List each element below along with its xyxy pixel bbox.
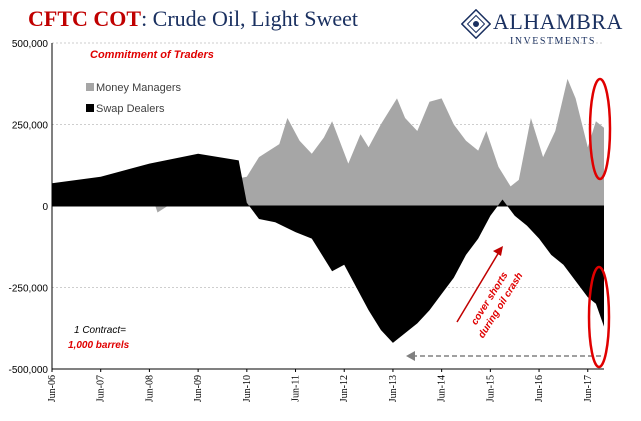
title-prefix: CFTC COT [28,6,142,31]
cover-shorts-annotation: cover shorts during oil crash [456,246,525,340]
x-tick-label: Jun-09 [193,375,204,402]
legend: Money Managers Swap Dealers [86,82,181,115]
contract-note-line2: 1,000 barrels [68,340,130,351]
series-area-swap-dealers [52,153,604,343]
y-tick-label: -500,000 [9,365,49,376]
dashed-arrow-head [406,351,415,361]
x-tick-label: Jun-13 [388,375,399,402]
legend-label-money-managers: Money Managers [96,82,181,94]
x-tick-label: Jun-12 [339,375,350,402]
legend-label-swap-dealers: Swap Dealers [96,103,165,115]
y-tick-label: 0 [42,202,48,213]
chart-title: CFTC COT: Crude Oil, Light Sweet [28,6,358,32]
x-tick-label: Jun-07 [96,375,107,402]
title-suffix: : Crude Oil, Light Sweet [141,6,358,31]
brand-subtitle: INVESTMENTS [510,36,596,47]
x-tick-label: Jun-16 [534,375,545,402]
grid-layer [52,42,604,288]
cover-shorts-arrow [456,251,500,323]
series-area-money-managers [52,78,604,213]
axis-layer [51,43,604,370]
highlight-circle-bottom [587,265,611,369]
y-tick-label: -250,000 [9,284,49,295]
highlight-circle-top [588,77,612,181]
series-layer [52,78,604,343]
brand-name: ALHAMBRA [493,9,623,34]
x-tick-label: Jun-14 [437,375,448,402]
cover-shorts-arrowhead [493,246,503,256]
legend-swatch-money-managers [86,83,94,91]
alhambra-logo-icon [461,9,491,39]
x-tick-label: Jun-17 [583,375,594,402]
x-tick-label: Jun-08 [144,375,155,402]
contract-note-line1: 1 Contract= [74,325,126,336]
y-tick-label: 500,000 [12,39,49,50]
y-tick-label: 250,000 [12,121,49,132]
chart-subtitle: Commitment of Traders [90,49,214,61]
x-tick-label: Jun-10 [242,375,253,402]
x-tick-label: Jun-15 [485,375,496,402]
legend-swatch-swap-dealers [86,104,94,112]
y-tick-labels: 500,000 250,000 0 -250,000 -500,000 [9,39,49,376]
x-tick-label: Jun-06 [47,375,58,402]
contract-note: 1 Contract= 1,000 barrels [68,325,130,351]
x-tick-labels: Jun-06 Jun-07 Jun-08 Jun-09 Jun-10 Jun-11 Jun-… [47,369,594,402]
dashed-arrow [406,351,601,361]
x-tick-label: Jun-11 [291,375,302,402]
